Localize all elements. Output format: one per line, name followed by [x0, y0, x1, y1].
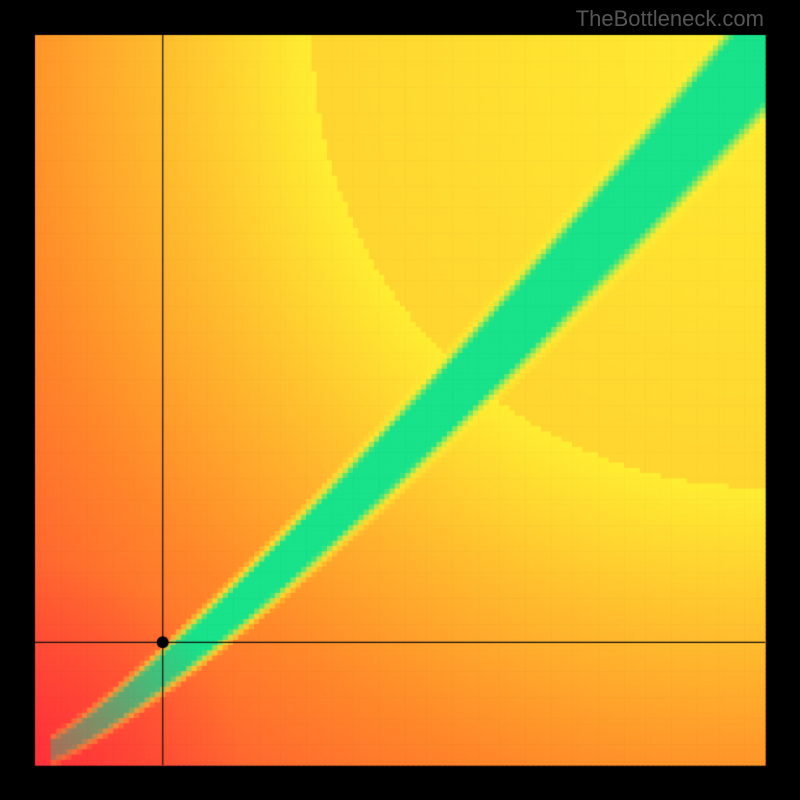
watermark-text: TheBottleneck.com	[576, 6, 764, 32]
heatmap-canvas	[0, 0, 800, 800]
chart-container: TheBottleneck.com	[0, 0, 800, 800]
